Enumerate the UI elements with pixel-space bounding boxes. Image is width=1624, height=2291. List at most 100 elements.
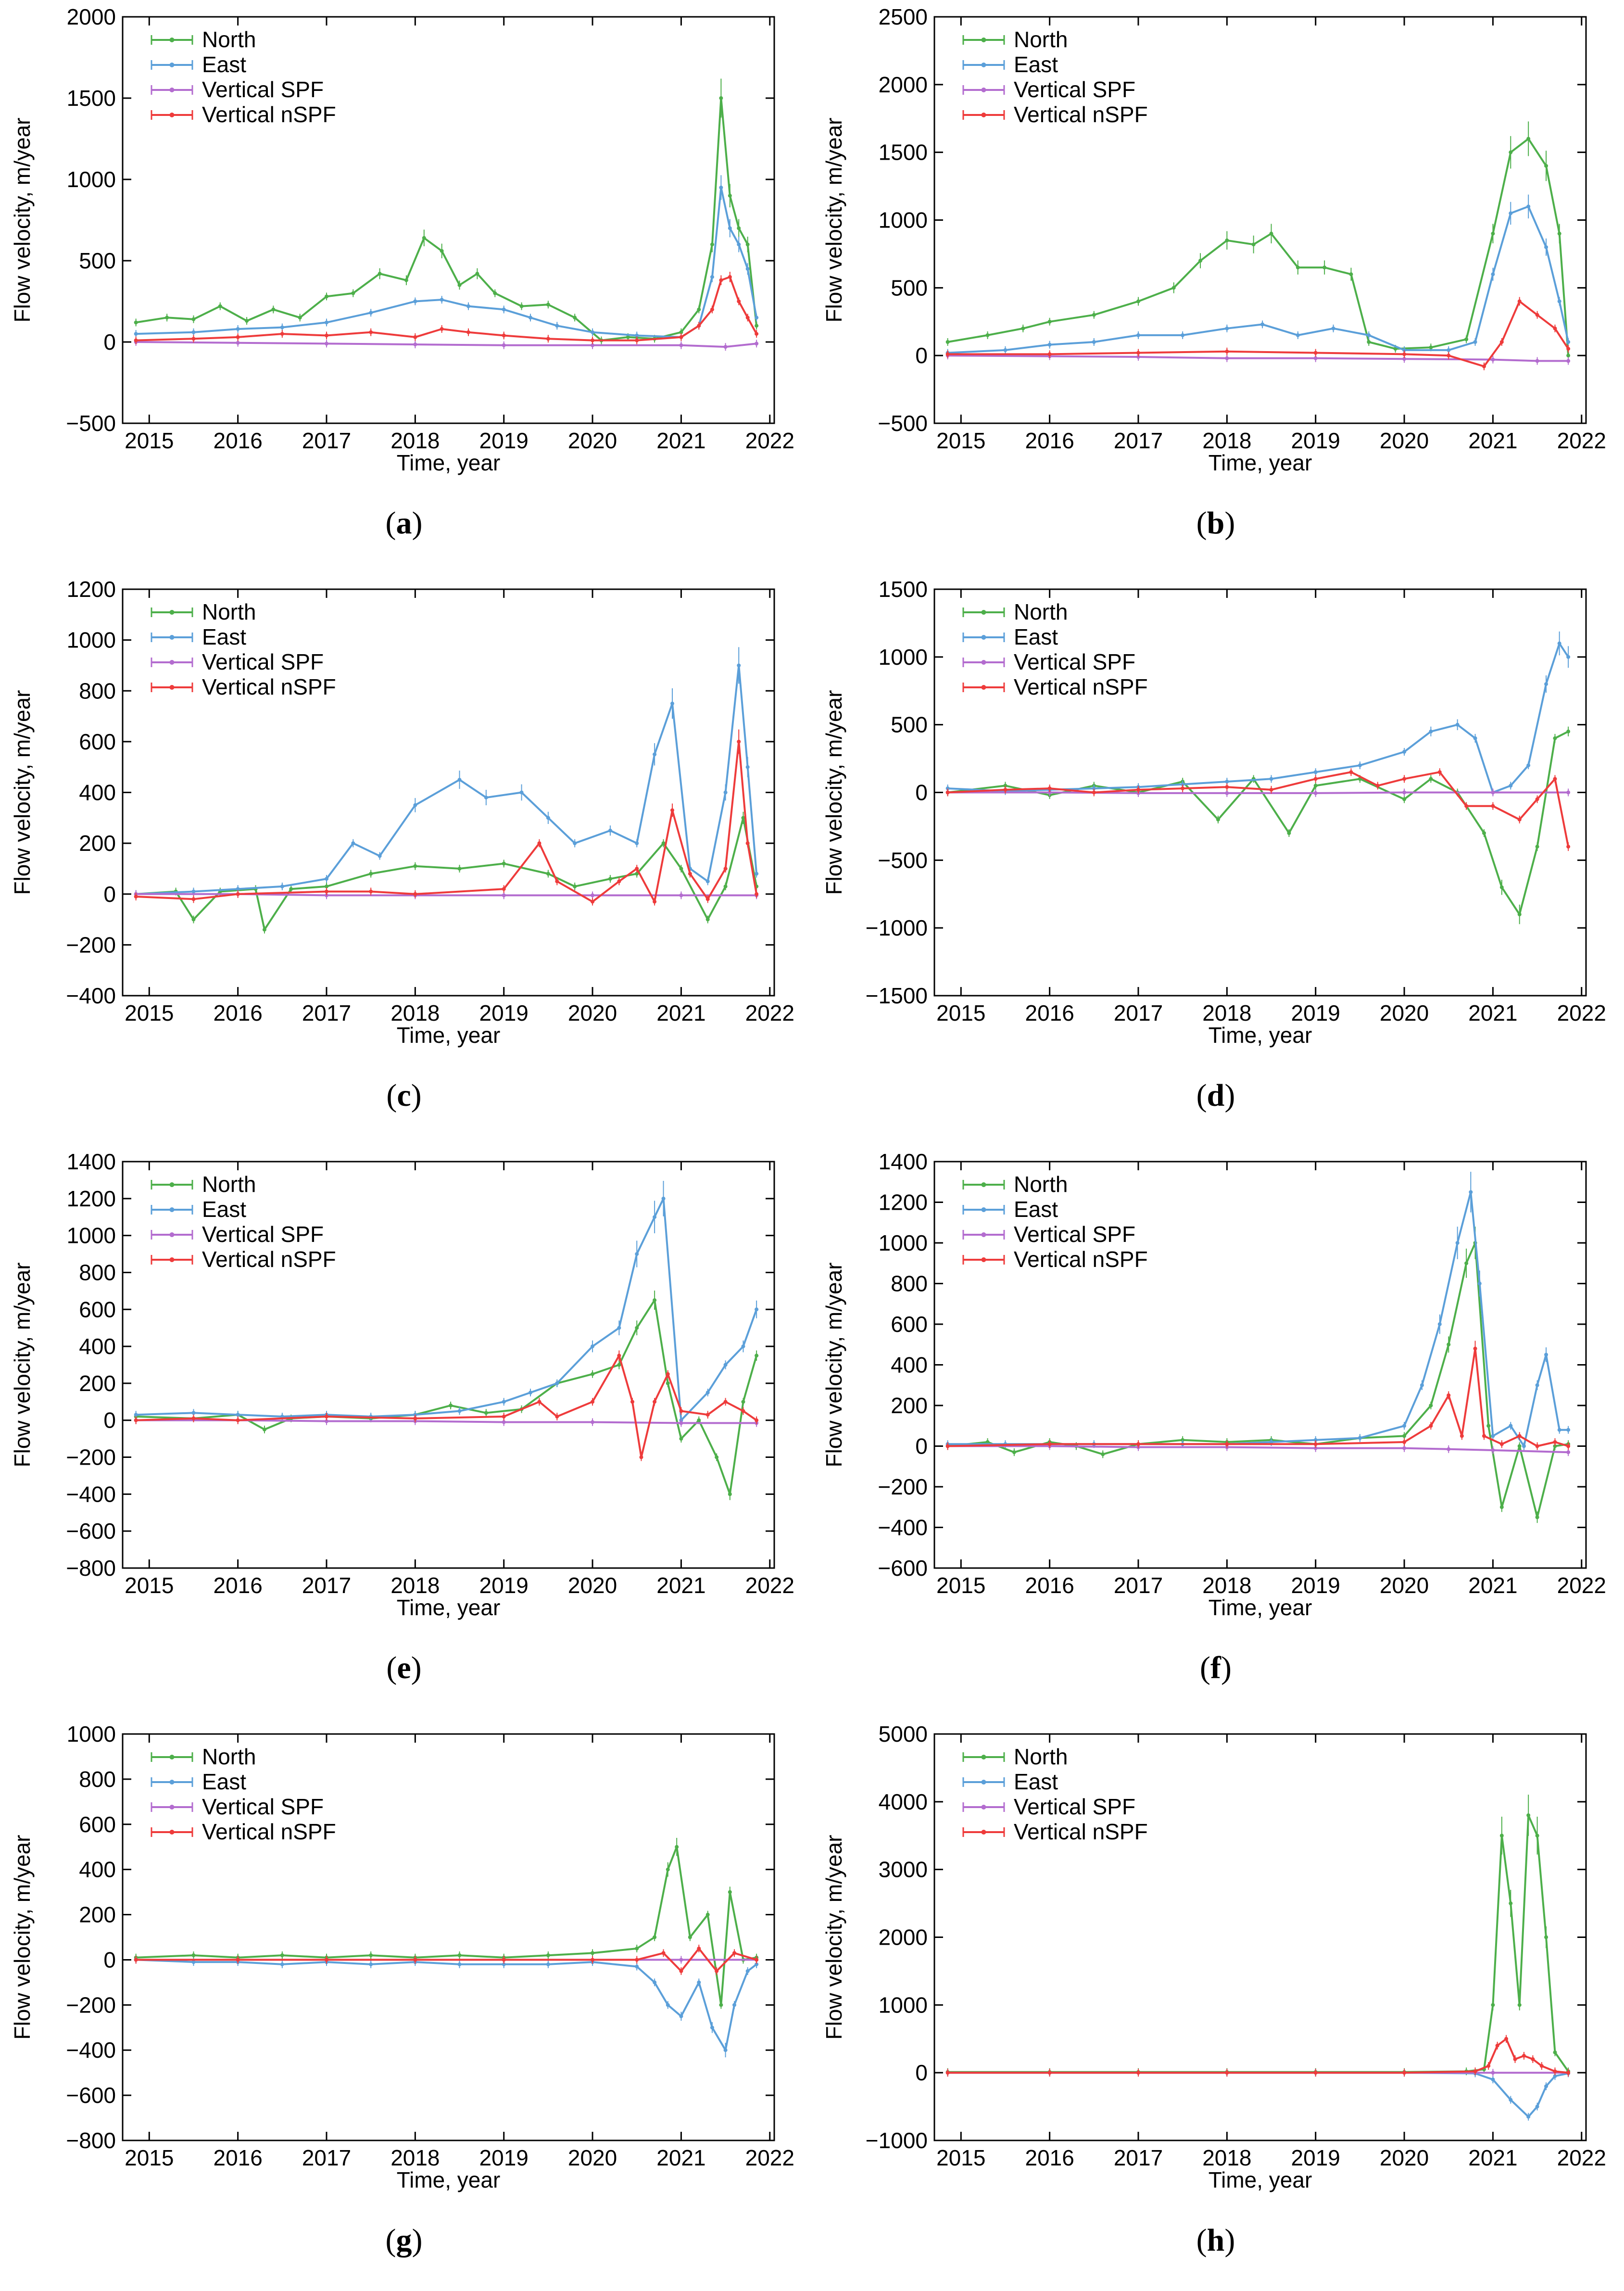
legend-marker-vertical-spf xyxy=(981,1232,986,1237)
data-point-vertical-spf xyxy=(502,893,506,898)
y-tick-label: 1000 xyxy=(879,645,928,670)
data-point-vertical-nspf xyxy=(134,895,138,899)
data-point-north xyxy=(728,193,732,198)
data-point-north xyxy=(723,884,728,888)
data-point-vertical-spf xyxy=(1313,791,1318,795)
data-point-east xyxy=(466,304,470,308)
series-line-east xyxy=(136,1959,757,2051)
data-point-vertical-spf xyxy=(1402,357,1407,361)
y-axis-title: Flow velocity, m/year xyxy=(10,1835,35,2039)
data-point-vertical-nspf xyxy=(440,327,444,331)
x-tick-label: 2019 xyxy=(479,428,529,453)
data-point-east xyxy=(1473,736,1477,740)
caption-b-letter: b xyxy=(1207,506,1225,541)
series-vertical-nspf xyxy=(134,1944,759,1975)
data-point-east xyxy=(1553,2074,1557,2078)
y-tick-label: 1000 xyxy=(879,1992,928,2017)
data-point-north xyxy=(591,1372,595,1376)
data-point-north xyxy=(191,917,196,922)
data-point-north xyxy=(573,884,577,888)
x-tick-label: 2019 xyxy=(479,2145,529,2170)
data-point-north xyxy=(519,304,524,308)
data-point-vertical-nspf xyxy=(661,1951,666,1955)
x-axis-title: Time, year xyxy=(1209,450,1312,475)
y-tick-label: −200 xyxy=(66,1445,116,1470)
data-point-vertical-nspf xyxy=(945,352,950,356)
data-point-east xyxy=(653,752,657,757)
data-point-vertical-nspf xyxy=(1447,1393,1451,1397)
caption-h-letter: h xyxy=(1207,2223,1225,2258)
legend-marker-north xyxy=(981,1182,986,1187)
data-point-north xyxy=(741,1400,745,1404)
data-point-north xyxy=(653,1935,657,1939)
x-tick-label: 2016 xyxy=(213,428,262,453)
data-point-vertical-nspf xyxy=(236,892,240,896)
legend-label-vertical-spf: Vertical SPF xyxy=(1014,649,1135,674)
data-point-vertical-spf xyxy=(1535,359,1539,363)
data-point-vertical-nspf xyxy=(413,1416,417,1420)
data-point-east xyxy=(546,1962,550,1966)
data-point-east xyxy=(369,1962,373,1966)
series-line-vertical-spf xyxy=(136,341,757,348)
x-tick-label: 2016 xyxy=(1025,1000,1074,1025)
data-point-north xyxy=(271,307,276,312)
data-point-east xyxy=(280,325,284,329)
data-point-north xyxy=(1491,231,1495,236)
x-tick-label: 2018 xyxy=(390,2145,440,2170)
data-point-north xyxy=(546,872,550,876)
legend-label-east: East xyxy=(202,1769,246,1794)
legend-marker-north xyxy=(169,1182,175,1187)
data-point-vertical-spf xyxy=(502,1420,506,1424)
data-point-north xyxy=(728,1890,732,1894)
data-point-vertical-spf xyxy=(679,343,683,347)
data-point-north xyxy=(1198,259,1203,263)
data-point-east xyxy=(723,1363,728,1367)
data-point-east xyxy=(755,872,759,876)
y-tick-label: −200 xyxy=(66,932,116,957)
data-point-vertical-nspf xyxy=(945,2071,950,2075)
legend-marker-east xyxy=(169,1780,175,1785)
legend-marker-north xyxy=(169,610,175,615)
data-point-east xyxy=(635,1964,639,1969)
data-point-north xyxy=(1402,1434,1407,1438)
data-point-vertical-nspf xyxy=(1181,786,1185,791)
data-point-east xyxy=(413,299,417,304)
y-tick-label: 800 xyxy=(79,1260,116,1285)
data-point-vertical-spf xyxy=(591,1420,595,1424)
legend-label-north: North xyxy=(1014,599,1068,624)
data-point-vertical-nspf xyxy=(1473,2069,1477,2074)
y-tick-label: 200 xyxy=(79,831,116,856)
data-point-north xyxy=(1557,231,1561,236)
data-point-north xyxy=(1509,150,1513,154)
y-tick-label: 500 xyxy=(891,712,928,737)
x-axis-title: Time, year xyxy=(397,1023,501,1048)
x-tick-label: 2016 xyxy=(213,2145,262,2170)
legend-marker-north xyxy=(169,38,175,42)
data-point-north xyxy=(617,1363,621,1367)
data-point-vertical-nspf xyxy=(710,307,714,312)
data-point-vertical-spf xyxy=(1402,790,1407,795)
x-tick-label: 2022 xyxy=(1557,2145,1606,2170)
data-point-vertical-nspf xyxy=(1313,1442,1318,1446)
panel-g: −800 −600 −400 −200 0 200 400 600 800 1000 2015 201… xyxy=(0,1717,812,2290)
data-point-north xyxy=(985,333,990,337)
y-axis-title: Flow velocity, m/year xyxy=(10,690,35,895)
data-point-north xyxy=(1136,299,1141,304)
data-point-vertical-spf xyxy=(236,341,240,345)
data-point-vertical-nspf xyxy=(591,899,595,904)
x-axis-title: Time, year xyxy=(397,1595,501,1620)
series-east xyxy=(134,647,759,898)
data-point-east xyxy=(457,1962,462,1966)
data-point-east xyxy=(191,1960,196,1964)
data-point-vertical-nspf xyxy=(755,1418,759,1422)
legend-label-vertical-nspf: Vertical nSPF xyxy=(1014,1819,1148,1844)
x-tick-label: 2021 xyxy=(656,1573,705,1598)
data-point-north xyxy=(325,884,329,888)
y-tick-label: 400 xyxy=(79,1857,116,1882)
data-point-east xyxy=(737,663,741,668)
x-tick-label: 2020 xyxy=(568,2145,617,2170)
data-point-vertical-spf xyxy=(591,893,595,898)
data-point-vertical-nspf xyxy=(325,333,329,338)
data-point-east xyxy=(1544,682,1548,686)
